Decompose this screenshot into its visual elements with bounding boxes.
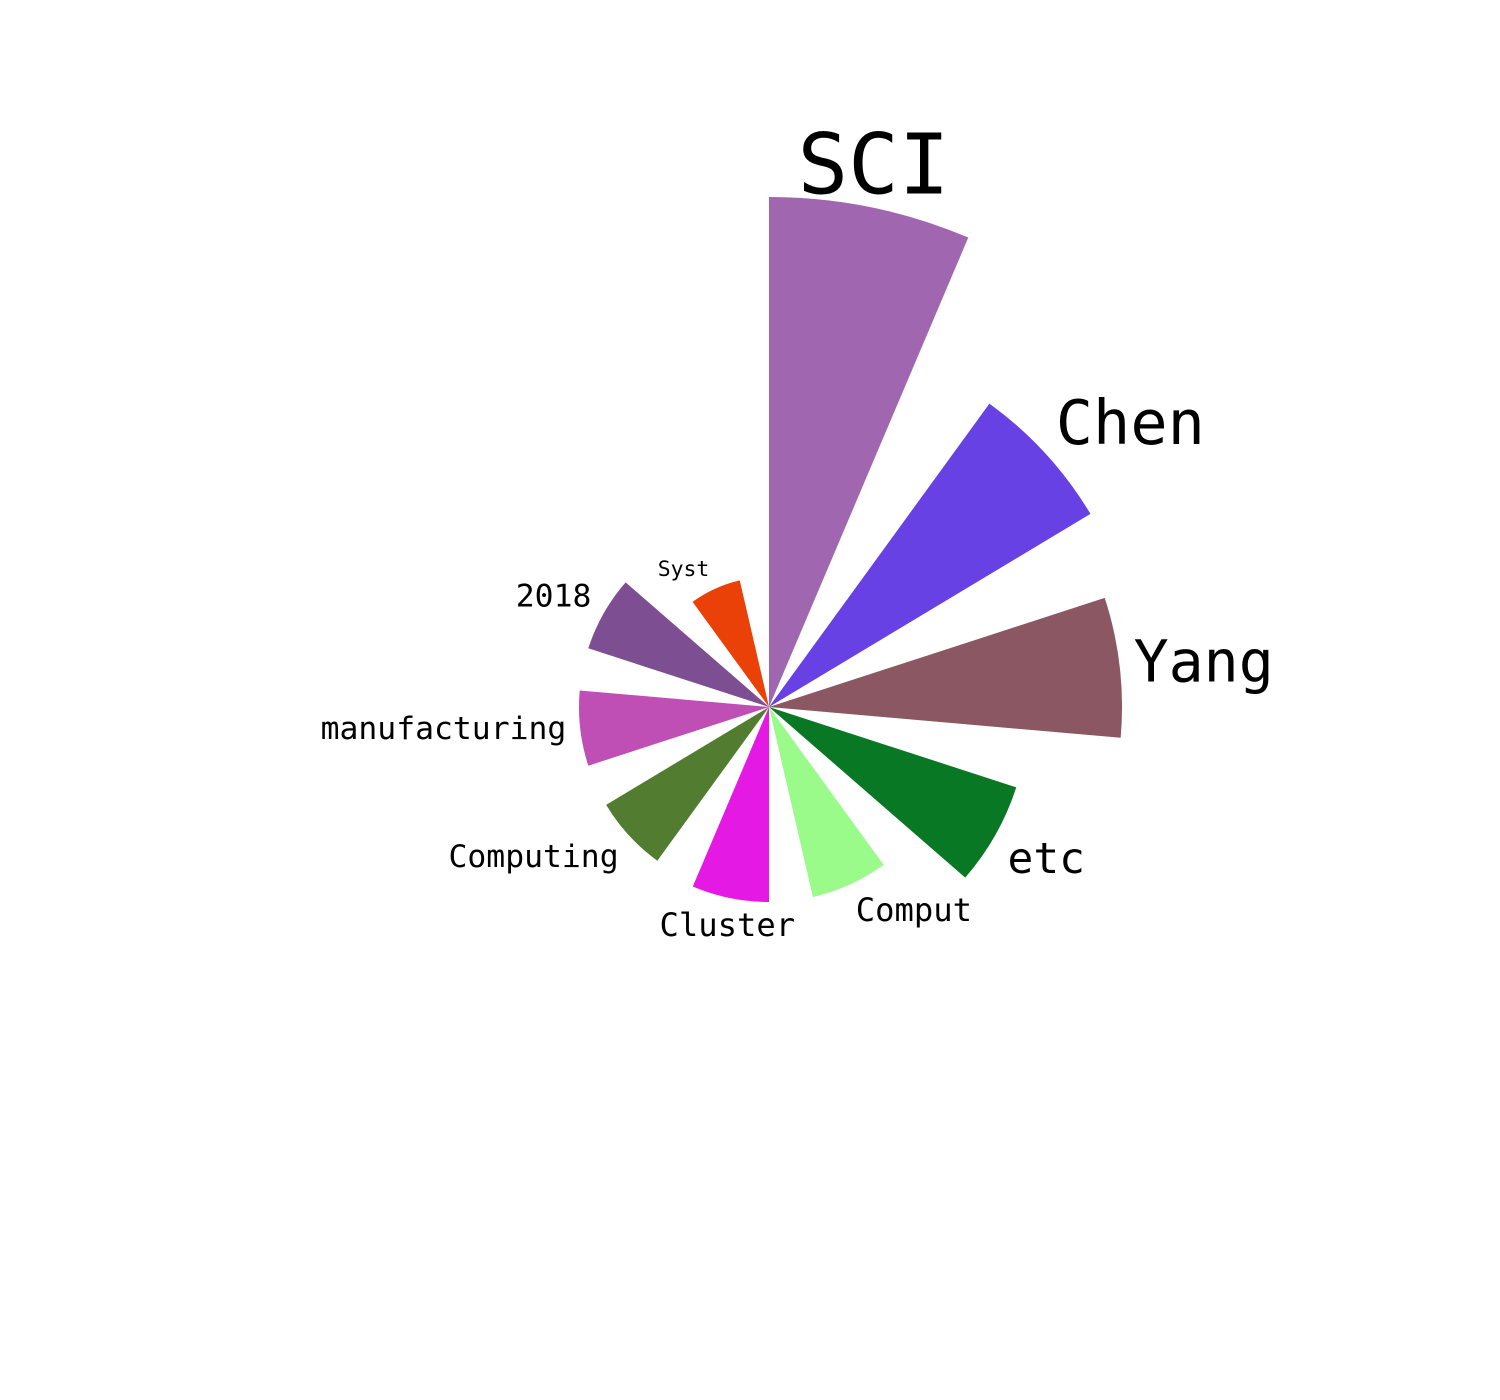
rose-petal-2018 (588, 582, 769, 707)
rose-label-chen: Chen (1056, 387, 1205, 459)
rose-petal-comput (769, 707, 884, 897)
rose-label-computing: Computing (449, 839, 619, 875)
rose-petal-sci (769, 197, 969, 707)
rose-label-yang: Yang (1134, 628, 1274, 696)
petals-group (578, 197, 1123, 902)
rose-petal-etc (769, 707, 1017, 878)
rose-label-etc: etc (1008, 834, 1085, 884)
rose-petal-chen (769, 403, 1091, 707)
rose-petal-cluster (692, 707, 769, 902)
rose-petal-syst (692, 580, 769, 707)
rose-petal-manufacturing (578, 690, 769, 766)
rose-petal-yang (769, 597, 1123, 738)
labels-group: SCI Chen Yang etc Comput Cluster Computing manu… (321, 116, 1274, 944)
rose-label-sci: SCI (797, 116, 949, 214)
rose-label-manufacturing: manufacturing (321, 711, 567, 747)
rose-petal-computing (606, 707, 769, 861)
rose-label-syst: Syst (658, 557, 710, 582)
rose-label-comput: Comput (856, 891, 972, 929)
rose-label-2018: 2018 (516, 579, 592, 615)
rose-label-cluster: Cluster (659, 906, 795, 944)
